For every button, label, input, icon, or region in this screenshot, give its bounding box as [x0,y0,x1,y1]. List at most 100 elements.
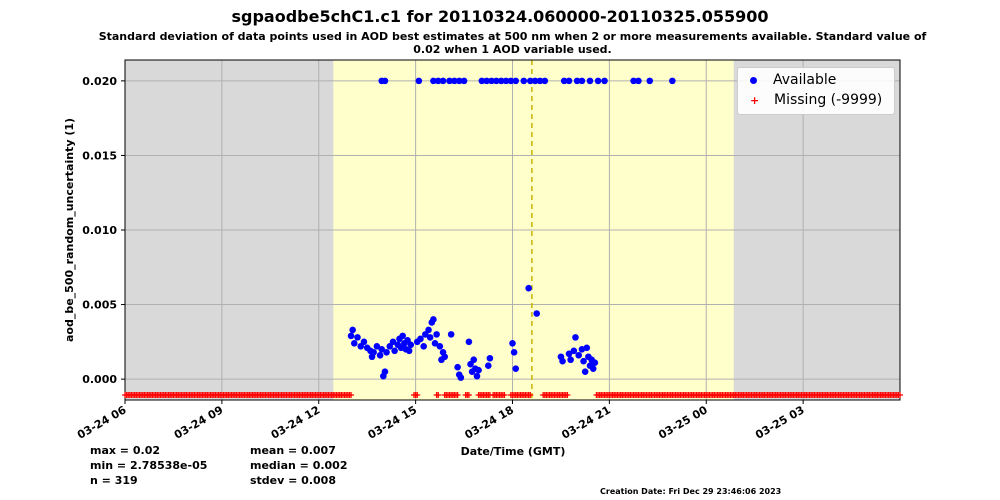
data-point [441,353,448,361]
data-point [581,368,589,375]
missing-point [348,392,355,398]
data-point [389,338,397,346]
legend-label-available: Available [773,72,837,88]
data-point [350,340,358,347]
data-point [669,77,676,85]
y-tick-label: 0.000 [82,373,117,386]
data-point [594,77,602,85]
data-point [570,347,578,355]
data-point [420,343,427,350]
data-point [399,332,407,340]
data-point [583,344,591,352]
x-tick-label: 03-24 18 [462,403,516,441]
data-point [415,77,423,85]
data-point [580,357,587,365]
data-point [484,362,492,370]
data-point [439,77,447,85]
data-point [512,365,520,372]
chart-subtitle: Standard deviation of data points used i… [98,30,927,56]
data-point [425,326,432,334]
stat-median: median = 0.002 [250,459,348,472]
data-point [447,331,455,338]
stat-max: max = 0.02 [90,444,160,457]
data-point [591,359,599,367]
missing-point [897,392,903,398]
data-point [465,338,473,346]
data-point [635,77,642,85]
data-point [460,77,468,85]
chart-title: sgpaodbe5chC1.c1 for 20110324.060000-201… [231,7,769,26]
data-point [567,356,574,364]
data-point [436,343,444,350]
data-point [578,77,586,85]
missing-point [435,392,442,398]
data-point [560,77,568,85]
available-marker-icon [750,76,757,84]
legend-item-missing: + Missing (-9999) [746,90,882,110]
data-point [525,284,532,292]
data-point [455,77,463,85]
y-axis-label: aod_be_500_random_uncertainty (1) [63,118,76,342]
data-point [601,77,608,85]
data-point [434,77,442,85]
data-point [473,372,481,380]
x-tick-label: 03-24 09 [172,403,226,441]
data-point [378,345,386,353]
stat-min: min = 2.78538e-05 [90,459,208,472]
missing-point [501,392,508,398]
data-point [493,77,500,85]
data-point [347,332,355,340]
data-point [520,77,528,85]
data-point [370,348,377,356]
stat-mean: mean = 0.007 [250,444,336,457]
missing-point [564,392,571,398]
data-point [407,341,415,349]
data-point [433,331,440,338]
data-point [573,77,581,85]
stat-stdev: stdev = 0.008 [250,474,336,487]
data-point [572,334,579,341]
data-point [446,77,453,85]
x-tick-label: 03-25 00 [656,403,710,442]
data-point [417,335,424,343]
stat-n: n = 319 [90,474,138,487]
data-point [381,368,389,375]
data-point [486,354,494,362]
data-point [431,340,439,347]
data-point [373,343,381,350]
data-point [589,365,597,372]
data-point [497,77,505,85]
missing-point [527,392,534,398]
x-tick-label: 03-24 06 [75,403,129,442]
data-point [533,310,541,317]
data-point [426,334,434,341]
missing-series [122,392,903,398]
data-point [541,77,549,85]
data-point [381,77,389,85]
y-tick-label: 0.020 [82,75,117,88]
x-axis-label: Date/Time (GMT) [461,445,566,458]
missing-point [454,392,461,398]
available-series [347,77,676,381]
data-point [565,77,573,85]
data-point [376,351,384,359]
data-point [512,77,520,85]
legend-item-available: Available [746,70,836,90]
data-point [536,77,544,85]
data-point [565,350,573,358]
legend: Available + Missing (-9999) [737,67,895,115]
data-point [354,334,361,341]
missing-point [465,392,472,398]
data-point [509,340,516,347]
data-point [405,347,413,355]
data-point [575,351,582,359]
data-point [526,77,534,85]
data-point [531,77,539,85]
data-point [457,374,465,381]
data-point [483,77,490,85]
y-tick-label: 0.005 [82,299,117,312]
data-point [646,77,654,85]
x-tick-label: 03-24 21 [559,403,613,441]
data-point [586,77,594,85]
x-tick-label: 03-24 15 [366,403,420,441]
